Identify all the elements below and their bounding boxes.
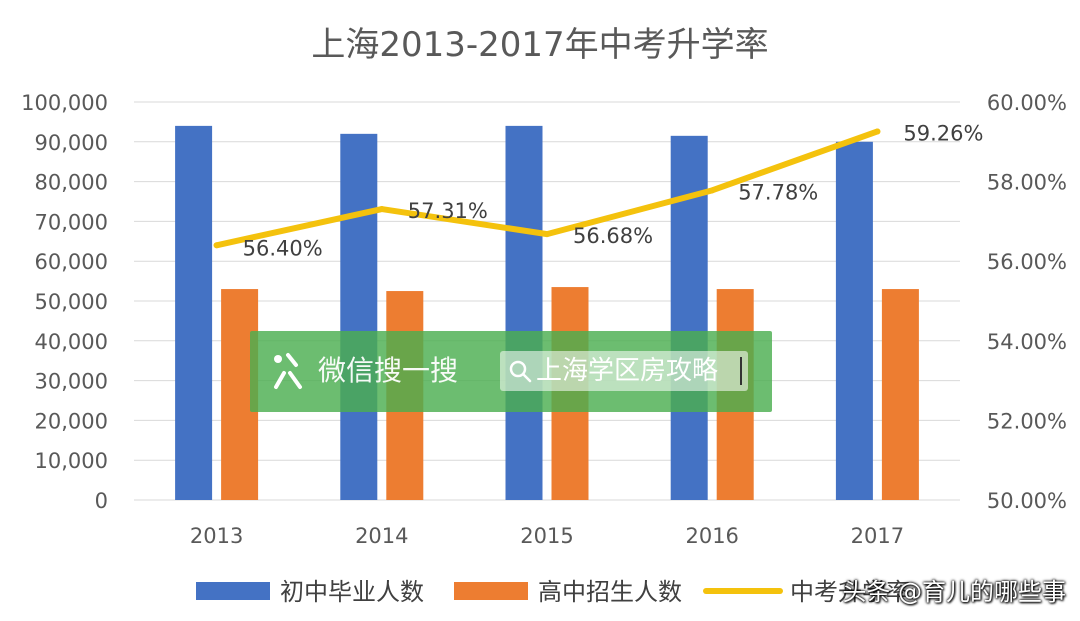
legend: 初中毕业人数 高中招生人数 中考升学率 (196, 578, 910, 606)
right-tick-label: 54.00% (987, 330, 1067, 354)
chart-title: 上海2013-2017年中考升学率 (311, 25, 768, 65)
left-tick-label: 90,000 (35, 131, 108, 155)
line-point (709, 187, 716, 194)
x-tick-label: 2013 (190, 524, 243, 548)
left-tick-label: 50,000 (35, 290, 108, 314)
bar (881, 289, 919, 500)
left-tick-label: 60,000 (35, 250, 108, 274)
data-label: 57.78% (738, 180, 818, 204)
x-tick-label: 2017 (851, 524, 904, 548)
right-tick-label: 52.00% (987, 409, 1067, 433)
x-tick-label: 2014 (355, 524, 408, 548)
left-tick-label: 40,000 (35, 330, 108, 354)
legend-swatch (454, 582, 528, 600)
bar (505, 125, 543, 500)
line-point (544, 231, 550, 238)
text-caret (740, 357, 742, 385)
data-label: 59.26% (903, 121, 983, 145)
x-tick-label: 2015 (520, 524, 573, 548)
legend-label: 高中招生人数 (538, 578, 682, 606)
left-tick-label: 20,000 (35, 409, 108, 433)
watermark-search-box: 上海学区房攻略 (500, 351, 748, 391)
left-axis-ticks: 0 10,000 20,000 30,000 40,000 50,000 60,000 70,… (21, 91, 108, 513)
x-axis-ticks: 2013 2014 2015 2016 2017 (190, 524, 904, 548)
line-point (378, 206, 385, 213)
x-tick-label: 2016 (685, 524, 738, 548)
left-tick-label: 0 (95, 489, 108, 513)
line-point (213, 242, 220, 249)
right-axis-ticks: 50.00% 52.00% 54.00% 56.00% 58.00% 60.00% (987, 91, 1067, 513)
data-label: 56.68% (573, 224, 653, 248)
line-series: 56.40% 57.31% 56.68% 57.78% 59.26% (213, 121, 983, 260)
watermark-app-name: 微信搜一搜 (318, 354, 459, 387)
legend-label: 初中毕业人数 (280, 578, 424, 606)
legend-swatch (196, 582, 270, 600)
data-label: 56.40% (243, 236, 323, 260)
bar (175, 125, 213, 500)
left-tick-label: 10,000 (35, 449, 108, 473)
watermark-search-text: 上海学区房攻略 (536, 356, 719, 386)
bar (835, 141, 873, 501)
right-tick-label: 58.00% (987, 171, 1067, 195)
right-tick-label: 60.00% (987, 91, 1067, 115)
left-tick-label: 100,000 (21, 91, 108, 115)
left-tick-label: 30,000 (35, 370, 108, 394)
search-icon (509, 360, 532, 383)
left-tick-label: 70,000 (35, 210, 108, 234)
source-credit: 头条 @育儿的哪些事 (842, 578, 1066, 606)
left-tick-label: 80,000 (35, 171, 108, 195)
bar (340, 133, 378, 500)
bar-series (175, 125, 919, 501)
wechat-search-logo-icon (274, 353, 302, 389)
legend-label: 中考升学率 (790, 578, 910, 606)
data-label: 57.31% (408, 199, 488, 223)
wechat-search-watermark: 微信搜一搜 上海学区房攻略 (250, 331, 772, 412)
right-tick-label: 50.00% (987, 489, 1067, 513)
line-point (874, 128, 881, 135)
right-tick-label: 56.00% (987, 250, 1067, 274)
